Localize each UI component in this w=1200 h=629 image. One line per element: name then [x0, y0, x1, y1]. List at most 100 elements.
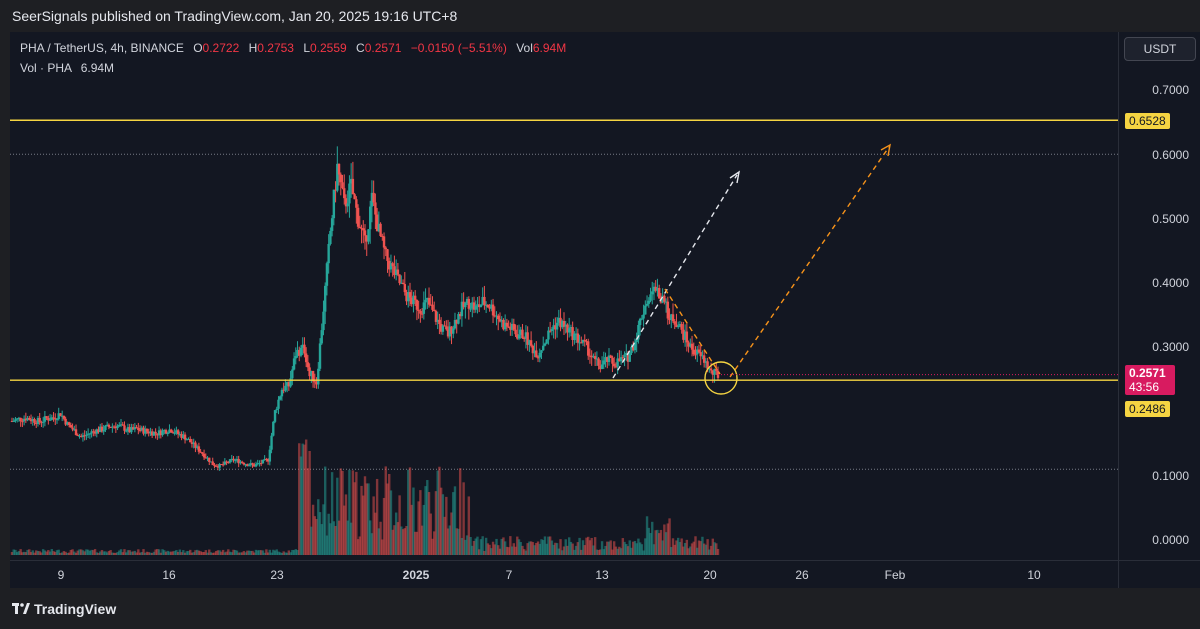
- volume-bar: [109, 550, 112, 555]
- candle-body: [429, 304, 432, 306]
- volume-bar: [47, 550, 50, 555]
- volume-bar: [664, 532, 668, 555]
- candle-body: [507, 326, 510, 328]
- candle-body: [189, 438, 192, 443]
- candle-body: [687, 342, 690, 347]
- candle-body: [344, 198, 348, 207]
- volume-bar: [471, 545, 474, 555]
- volume-bar: [583, 545, 586, 555]
- volume-bar: [561, 550, 564, 555]
- candle-body: [649, 294, 652, 301]
- time-tick: Feb: [884, 568, 906, 582]
- candle-body: [157, 430, 161, 436]
- candle-body: [15, 418, 19, 420]
- candle-body: [420, 313, 424, 315]
- candle-body: [638, 318, 642, 326]
- candle-body: [284, 385, 287, 391]
- volume-bar: [460, 537, 464, 555]
- candle-body: [467, 298, 471, 309]
- candle-body: [604, 357, 607, 361]
- volume-bar: [218, 550, 221, 555]
- candle-body: [367, 229, 370, 242]
- candle-body: [503, 322, 507, 330]
- candle-body: [664, 301, 668, 303]
- volume-bar: [571, 543, 574, 555]
- volume-bar: [166, 550, 169, 555]
- candle-body: [587, 341, 590, 356]
- volume-bar: [607, 541, 611, 555]
- volume-series-label[interactable]: Vol · PHA: [20, 61, 72, 75]
- candle-body: [460, 301, 464, 317]
- volume-bar: [433, 531, 436, 555]
- volume-bar: [656, 529, 659, 555]
- candle-body: [176, 430, 180, 435]
- volume-bar: [661, 540, 664, 555]
- change-value: −0.0150 (−5.51%): [410, 41, 507, 55]
- candle-body: [26, 417, 29, 421]
- candle-body: [308, 367, 311, 377]
- candle-body: [121, 424, 124, 426]
- chart-pane[interactable]: PHA / TetherUS, 4h, BINANCE O0.2722 H0.2…: [10, 32, 1118, 560]
- volume-bar: [412, 487, 415, 555]
- volume-bar: [327, 513, 330, 555]
- volume-bar: [159, 552, 163, 555]
- candle-body: [668, 318, 671, 321]
- candle-body: [590, 355, 593, 358]
- candle-body: [130, 427, 133, 433]
- volume-bar: [178, 549, 182, 555]
- volume-bar: [564, 539, 567, 555]
- candle-body: [666, 301, 670, 319]
- volume-bar: [284, 552, 287, 555]
- volume-bar: [490, 548, 493, 555]
- candle-body: [92, 431, 95, 433]
- volume-bar: [614, 546, 618, 555]
- upper-level-badge: 0.6528: [1125, 113, 1170, 129]
- volume-bar: [88, 550, 92, 555]
- price-axis[interactable]: USDT 0.7000 0.6000 0.5000 0.4000 0.3000 …: [1118, 32, 1200, 560]
- candle-body: [632, 346, 635, 351]
- volume-bar: [441, 494, 445, 555]
- price-chart[interactable]: [10, 32, 1118, 560]
- candle-body: [401, 282, 405, 285]
- volume-bar: [628, 540, 631, 555]
- volume-bar: [228, 551, 232, 555]
- volume-bar: [557, 548, 561, 555]
- candle-body: [576, 333, 580, 343]
- candle-body: [680, 324, 683, 330]
- volume-bar: [580, 549, 583, 555]
- volume-bar: [55, 550, 59, 555]
- volume-bar: [697, 540, 701, 555]
- volume-bar: [677, 537, 680, 555]
- close-label: C: [356, 41, 365, 55]
- volume-bar: [356, 539, 360, 555]
- candle-body: [324, 285, 327, 312]
- volume-bar: [104, 551, 107, 555]
- volume-bar: [202, 552, 206, 555]
- volume-bar: [434, 491, 438, 555]
- candle-body: [60, 415, 64, 417]
- candle-body: [543, 343, 547, 346]
- candle-body: [510, 323, 514, 330]
- candle-body: [379, 223, 382, 237]
- candle-body: [315, 382, 318, 385]
- volume-bar: [576, 542, 580, 555]
- candle-body: [178, 433, 182, 435]
- candle-body: [313, 381, 317, 383]
- candle-body: [509, 326, 512, 330]
- candle-body: [218, 464, 221, 468]
- volume-bar: [183, 552, 187, 555]
- volume-bar: [533, 545, 536, 555]
- candle-body: [119, 424, 123, 426]
- volume-bar: [543, 536, 547, 555]
- candle-body: [566, 324, 569, 333]
- candle-body: [412, 295, 415, 305]
- volume-bar: [95, 552, 98, 555]
- symbol-label[interactable]: PHA / TetherUS, 4h, BINANCE: [20, 41, 184, 55]
- volume-bar: [455, 528, 458, 555]
- candle-body: [472, 302, 476, 310]
- volume-bar: [457, 528, 460, 555]
- volume-bar: [400, 526, 403, 555]
- candle-body: [144, 428, 147, 434]
- currency-unit-button[interactable]: USDT: [1124, 37, 1196, 61]
- time-axis[interactable]: 9 16 23 2025 7 13 20 26 Feb 10: [10, 560, 1118, 589]
